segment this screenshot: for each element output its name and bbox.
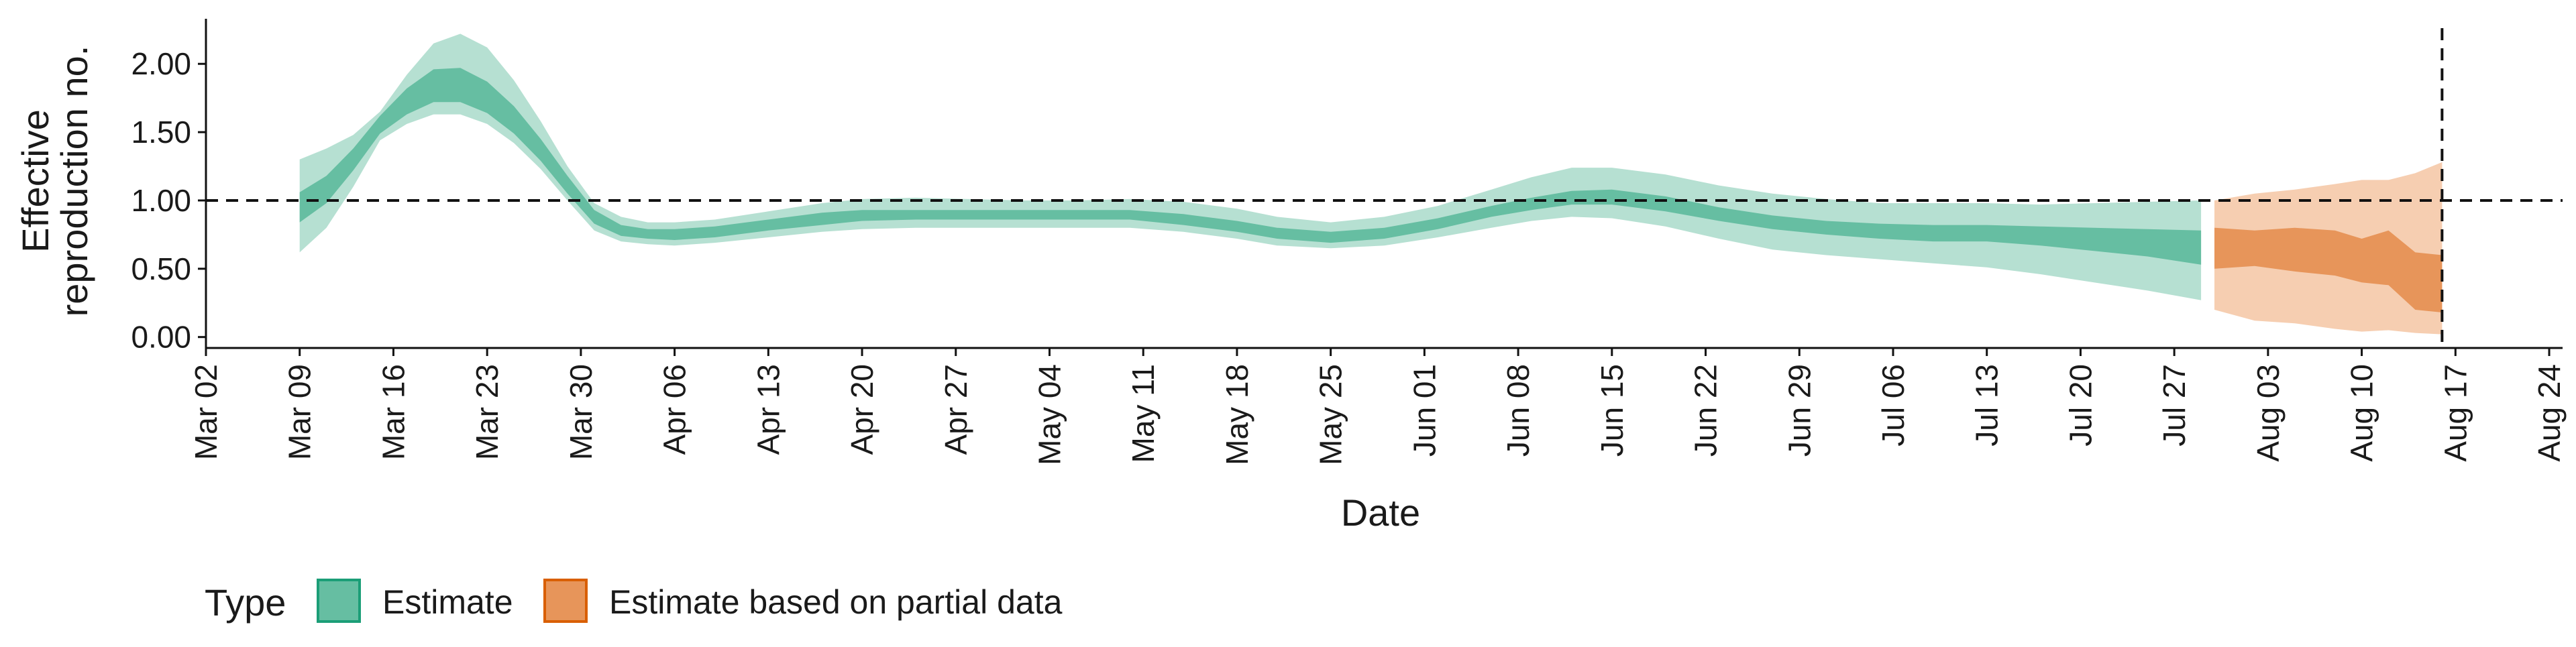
legend-label-estimate: Estimate — [382, 583, 513, 621]
estimate-band-90 — [299, 34, 2202, 300]
y-tick-label: 1.50 — [131, 115, 191, 150]
x-axis-title: Date — [1341, 491, 1420, 534]
x-tick-label: Aug 24 — [2532, 364, 2567, 462]
x-tick-label: Mar 16 — [376, 364, 411, 460]
x-tick-label: Jun 22 — [1688, 364, 1723, 457]
estimate-band-50 — [299, 68, 2202, 265]
x-tick-label: Mar 09 — [282, 364, 317, 460]
x-tick-label: May 25 — [1313, 364, 1348, 465]
x-axis-ticks: Mar 02 Mar 09 Mar 16 Mar 23 Mar 30 Apr 06 Apr … — [189, 348, 2567, 465]
x-tick-label: Jul 06 — [1876, 364, 1911, 447]
y-tick-label: 0.50 — [131, 251, 191, 286]
partial-band-50 — [2214, 227, 2443, 312]
band-layer — [299, 34, 2443, 335]
x-tick-label: Jul 20 — [2063, 364, 2098, 447]
x-tick-label: Jul 13 — [1970, 364, 2004, 447]
x-tick-label: Jul 27 — [2157, 364, 2192, 447]
legend: Type Estimate Estimate based on partial … — [205, 579, 1063, 624]
legend-label-partial: Estimate based on partial data — [609, 583, 1063, 621]
y-axis-title-line1: Effective — [14, 109, 56, 253]
x-tick-label: Mar 30 — [564, 364, 598, 460]
legend-swatch-estimate — [317, 579, 361, 623]
y-tick-label: 1.00 — [131, 183, 191, 218]
y-tick-label: 0.00 — [131, 320, 191, 355]
x-tick-label: Aug 03 — [2251, 364, 2286, 462]
x-tick-label: May 04 — [1032, 364, 1067, 465]
x-tick-label: Jun 15 — [1595, 364, 1629, 457]
y-tick-label: 2.00 — [131, 46, 191, 81]
x-tick-label: Mar 23 — [470, 364, 504, 460]
x-tick-label: Mar 02 — [189, 364, 223, 460]
x-tick-label: Jun 29 — [1782, 364, 1817, 457]
x-tick-label: Aug 17 — [2438, 364, 2473, 462]
legend-swatch-partial — [543, 579, 588, 623]
x-tick-label: May 18 — [1220, 364, 1254, 465]
x-tick-label: Apr 20 — [845, 364, 879, 455]
x-tick-label: May 11 — [1126, 364, 1161, 463]
x-tick-label: Jun 01 — [1407, 364, 1442, 457]
x-tick-label: Apr 13 — [751, 364, 786, 455]
x-tick-label: Aug 10 — [2345, 364, 2379, 462]
y-axis-ticks: 0.00 0.50 1.00 1.50 2.00 — [131, 46, 206, 355]
x-tick-label: Apr 06 — [657, 364, 692, 455]
legend-title: Type — [205, 581, 286, 624]
x-tick-label: Apr 27 — [938, 364, 973, 455]
x-tick-label: Jun 08 — [1501, 364, 1536, 457]
y-axis-title-line2: reproduction no. — [53, 46, 95, 317]
